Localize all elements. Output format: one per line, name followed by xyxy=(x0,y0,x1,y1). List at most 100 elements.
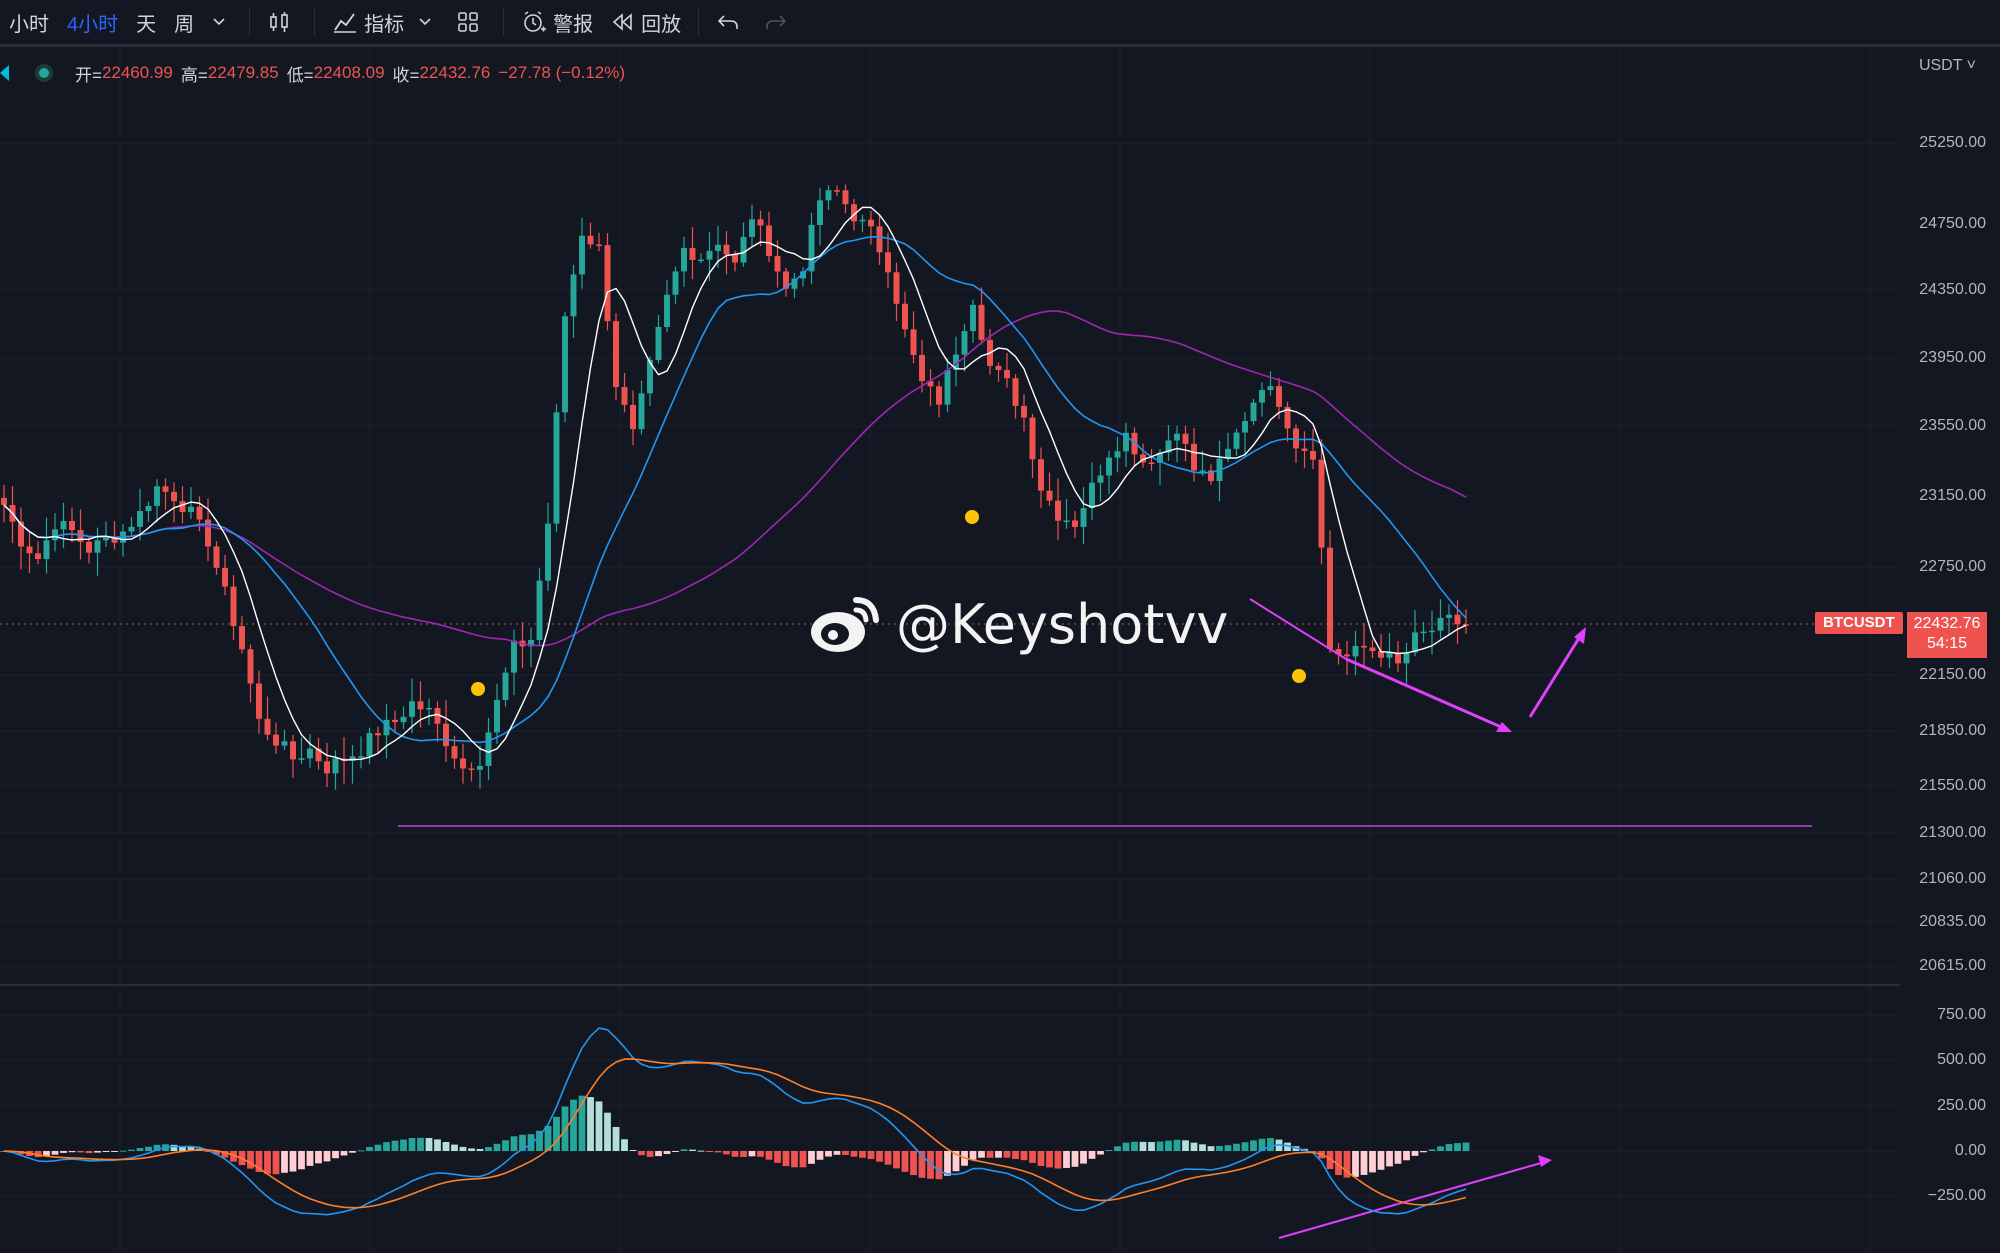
interval-1d[interactable]: 天 xyxy=(136,13,157,36)
last-price-badge: 22432.76 54:15 xyxy=(1907,612,1987,658)
macd-line xyxy=(3,1027,1467,1216)
macd-bar xyxy=(383,1142,390,1151)
price-tick: 24350.00 xyxy=(1919,281,1986,298)
macd-bar xyxy=(1241,1142,1249,1151)
macd-bar xyxy=(1165,1140,1172,1151)
currency-selector[interactable]: USDT ˅ xyxy=(1918,57,1976,74)
candle-up xyxy=(358,756,364,758)
candle-down xyxy=(196,506,203,520)
candle-down xyxy=(732,254,738,263)
interval-4h[interactable]: 4小时 xyxy=(67,13,119,36)
macd-bar xyxy=(969,1151,977,1160)
macd-bar xyxy=(1046,1151,1053,1168)
price-chart[interactable] xyxy=(0,47,1900,1253)
candle-down xyxy=(69,521,75,531)
macd-bar xyxy=(833,1151,841,1155)
chart-type-button[interactable] xyxy=(258,0,306,44)
macd-bar xyxy=(570,1099,577,1151)
macd-bar xyxy=(1428,1149,1436,1151)
candle-up xyxy=(1106,457,1112,476)
undo-button[interactable] xyxy=(707,0,755,44)
candle-down xyxy=(587,235,594,245)
candle-down xyxy=(1454,614,1461,625)
candle-up xyxy=(859,219,866,222)
macd-bar xyxy=(170,1144,178,1151)
macd-bar xyxy=(604,1112,611,1151)
candle-down xyxy=(205,519,211,547)
price-tick: 23150.00 xyxy=(1919,487,1986,504)
macd-bar xyxy=(1343,1151,1351,1178)
candle-up xyxy=(1437,617,1444,631)
candle-down xyxy=(783,271,789,289)
macd-bar xyxy=(1131,1141,1138,1151)
candle-up xyxy=(511,640,517,673)
macd-bar xyxy=(153,1144,161,1151)
redo-button[interactable] xyxy=(755,0,803,44)
macd-bar xyxy=(510,1136,518,1151)
layouts-button[interactable] xyxy=(447,0,495,44)
alert-button[interactable]: 警报 xyxy=(512,0,602,44)
candle-down xyxy=(1046,490,1053,501)
macd-bar xyxy=(1377,1151,1385,1170)
macd-bar xyxy=(408,1137,416,1151)
candle-up xyxy=(749,219,755,237)
candle-up xyxy=(1089,482,1095,509)
candle-up xyxy=(1165,440,1172,453)
candle-up xyxy=(1114,451,1121,458)
interval-1w[interactable]: 周 xyxy=(174,13,195,36)
macd-bar xyxy=(1122,1142,1130,1151)
macd-bar xyxy=(629,1150,637,1152)
macd-bar xyxy=(842,1151,849,1155)
change-value: −27.78 (−0.12%) xyxy=(498,63,626,82)
candle-up xyxy=(570,274,577,317)
candle-up xyxy=(800,271,806,279)
macd-bar xyxy=(680,1149,688,1151)
macd-bar xyxy=(1309,1151,1317,1152)
macd-bar xyxy=(476,1148,484,1151)
macd-bar xyxy=(612,1126,620,1151)
interval-dropdown[interactable] xyxy=(203,0,241,44)
candle-up xyxy=(553,412,560,524)
candle-up xyxy=(647,359,653,394)
signal-dot xyxy=(471,682,485,696)
macd-bar xyxy=(1080,1151,1087,1164)
candle-down xyxy=(35,553,41,560)
candle-up xyxy=(672,271,679,295)
macd-bar xyxy=(1216,1145,1223,1151)
macd-bar xyxy=(1352,1151,1359,1177)
macd-bar xyxy=(34,1151,42,1158)
macd-bar xyxy=(468,1148,475,1151)
candle-up xyxy=(1352,645,1359,657)
candle-down xyxy=(324,761,330,774)
candle-up xyxy=(1420,631,1427,634)
macd-bar xyxy=(77,1151,84,1153)
macd-bar xyxy=(1190,1142,1198,1151)
candle-down xyxy=(1369,647,1376,652)
candle-down xyxy=(1182,433,1189,444)
macd-bar xyxy=(706,1151,713,1152)
macd-bar xyxy=(204,1151,212,1152)
candle-up xyxy=(528,640,534,647)
macd-bar xyxy=(111,1151,118,1152)
price-axis[interactable]: USDT ˅ 25250.00 24750.00 24350.00 23950.… xyxy=(1900,47,2000,1253)
macd-bar xyxy=(1335,1151,1342,1176)
indicators-button[interactable]: 指标 xyxy=(323,0,447,44)
macd-bar xyxy=(1003,1151,1011,1158)
candle-down xyxy=(1284,406,1291,429)
collapse-arrow-icon[interactable] xyxy=(0,65,9,81)
candle-down xyxy=(1055,500,1061,521)
alarm-clock-icon xyxy=(521,9,547,35)
interval-1h[interactable]: 小时 xyxy=(9,13,49,36)
macd-bar xyxy=(536,1130,543,1151)
candle-down xyxy=(766,225,772,257)
candle-down xyxy=(1395,652,1401,664)
candle-up xyxy=(307,748,313,759)
watermark-text: @Keyshotvv xyxy=(896,592,1229,656)
candle-down xyxy=(468,768,475,770)
replay-button[interactable]: 回放 xyxy=(602,0,690,44)
signal-dot xyxy=(965,510,979,524)
macd-bar xyxy=(876,1151,883,1162)
candle-up xyxy=(1157,452,1163,463)
macd-tick: 750.00 xyxy=(1937,1006,1986,1023)
watermark: @Keyshotvv xyxy=(808,588,1228,660)
